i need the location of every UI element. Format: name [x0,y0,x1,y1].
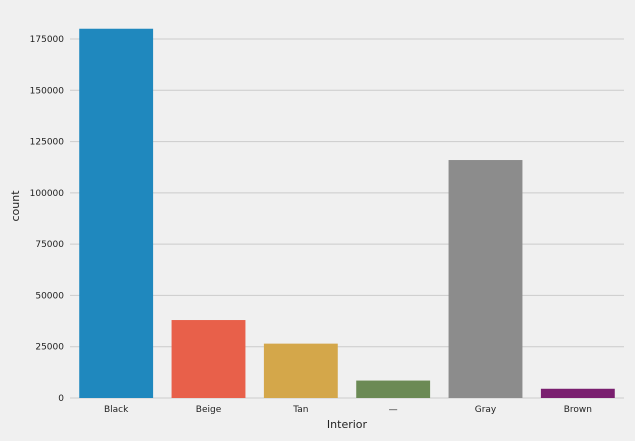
bar-4 [448,160,523,398]
y-tick-label: 175000 [30,35,65,45]
bar-1 [171,320,246,398]
y-tick-label: 50000 [35,291,64,301]
x-tick-label: Beige [196,405,222,415]
y-tick-label: 75000 [35,240,64,250]
x-tick-label: Black [104,405,129,415]
y-tick-label: 125000 [30,138,65,148]
x-axis-label: Interior [327,418,368,431]
bar-0 [79,28,154,398]
y-tick-label: 150000 [30,86,65,96]
bar-5 [540,388,615,398]
y-tick-label: 100000 [30,189,65,199]
y-tick-labels: 0 25000 50000 75000 100000 125000 150000 175000 [30,35,65,404]
y-axis-label: count [9,190,22,222]
x-tick-label: — [389,405,398,415]
x-tick-labels: Black Beige Tan — Gray Brown [104,405,592,415]
x-tick-label: Brown [564,405,592,415]
bar-3 [356,380,431,398]
grid-lines [70,38,624,399]
x-tick-label: Tan [292,405,308,415]
x-tick-label: Gray [475,405,497,415]
y-tick-label: 0 [58,394,64,404]
y-tick-label: 25000 [35,343,64,353]
bar-2 [263,343,338,398]
bars [79,28,615,398]
